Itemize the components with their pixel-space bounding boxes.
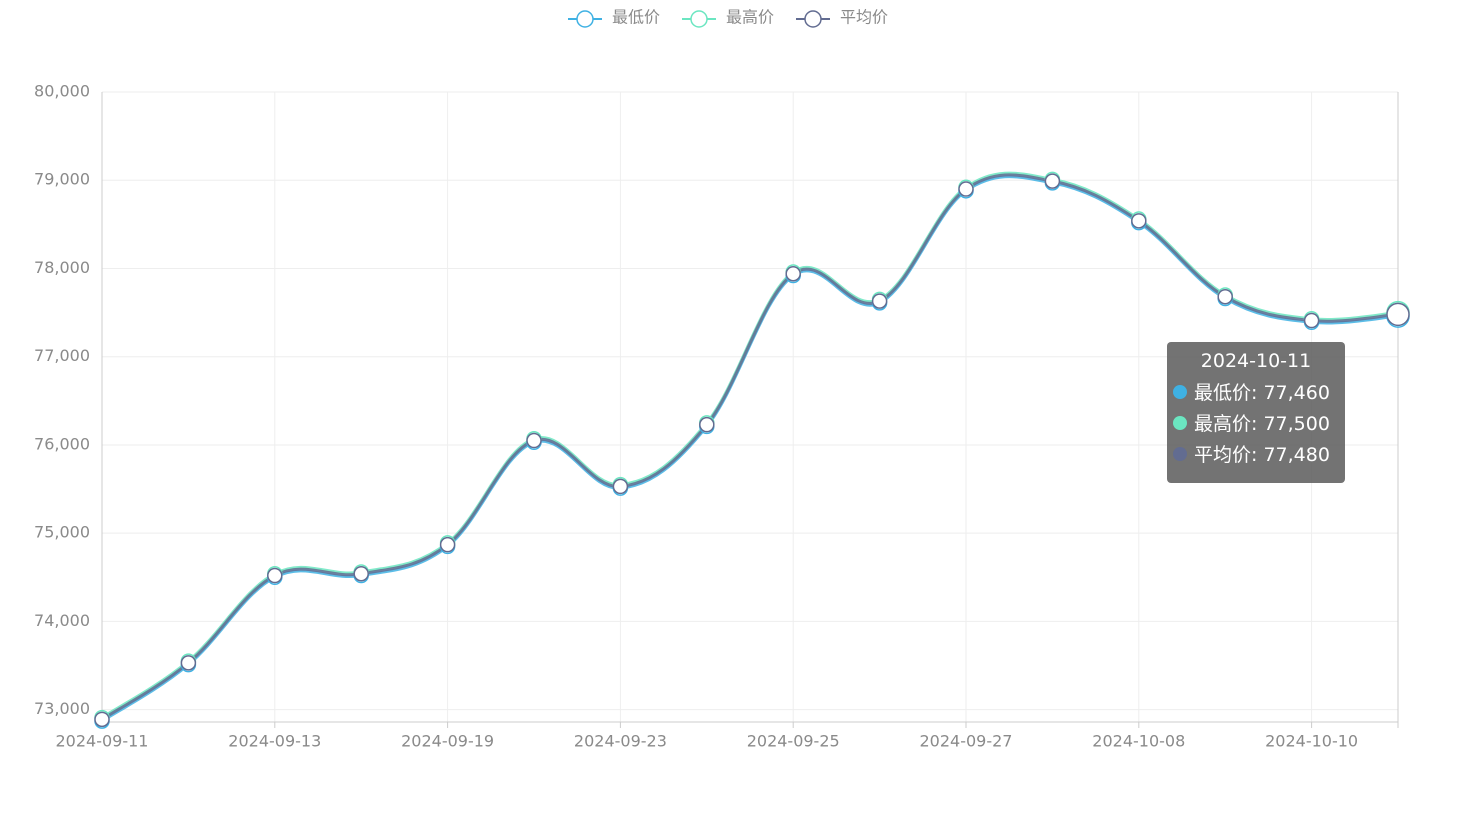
tooltip-text: 最高价: 77,500 bbox=[1194, 413, 1330, 435]
data-point bbox=[1217, 288, 1233, 305]
data-point bbox=[439, 536, 456, 553]
y-tick-label: 80,000 bbox=[34, 82, 90, 101]
legend-label: 平均价 bbox=[840, 8, 888, 27]
x-tick-label: 2024-09-19 bbox=[401, 732, 494, 751]
tooltip-dot bbox=[1173, 446, 1187, 461]
x-tick-label: 2024-09-23 bbox=[574, 732, 667, 751]
data-point bbox=[1131, 213, 1147, 229]
legend-label: 最高价 bbox=[726, 8, 774, 27]
tooltip-text: 平均价: 77,480 bbox=[1194, 444, 1330, 466]
y-tick-label: 75,000 bbox=[34, 523, 90, 542]
data-point bbox=[871, 293, 888, 309]
tooltip-title: 2024-10-11 bbox=[1200, 350, 1312, 372]
data-point bbox=[958, 181, 974, 197]
tooltip-row: 最低价: 77,460 bbox=[1173, 376, 1339, 407]
tooltip-row: 平均价: 77,480 bbox=[1173, 438, 1339, 469]
y-tick-label: 78,000 bbox=[34, 258, 90, 277]
legend-icon bbox=[804, 10, 822, 28]
y-tick-label: 74,000 bbox=[34, 611, 90, 630]
tooltip-text: 最低价: 77,460 bbox=[1194, 382, 1330, 404]
tooltip: 2024-10-11 最低价: 77,460 最高价: 77,500 平均价: 77… bbox=[1167, 342, 1345, 483]
x-tick-label: 2024-09-11 bbox=[56, 732, 149, 751]
data-point bbox=[612, 478, 629, 495]
series-line bbox=[101, 173, 1399, 721]
legend-icon bbox=[576, 10, 594, 28]
y-tick-label: 73,000 bbox=[34, 699, 90, 718]
tooltip-dot bbox=[1173, 415, 1187, 430]
data-point bbox=[180, 655, 197, 671]
data-point bbox=[267, 567, 283, 584]
data-point bbox=[94, 711, 110, 728]
data-point bbox=[785, 266, 801, 282]
tooltip-row: 最高价: 77,500 bbox=[1173, 407, 1339, 438]
data-point bbox=[1303, 312, 1320, 329]
x-tick-label: 2024-09-27 bbox=[920, 732, 1013, 751]
x-tick-label: 2024-09-13 bbox=[228, 732, 321, 751]
data-point bbox=[353, 566, 369, 582]
y-tick-label: 76,000 bbox=[34, 434, 90, 453]
legend-icon bbox=[690, 10, 708, 28]
legend-label: 最低价 bbox=[612, 8, 660, 27]
tooltip-dot bbox=[1173, 384, 1187, 399]
x-tick-label: 2024-09-25 bbox=[747, 732, 840, 751]
data-point bbox=[1386, 302, 1410, 327]
data-point bbox=[699, 416, 715, 433]
x-tick-label: 2024-10-08 bbox=[1092, 732, 1185, 751]
y-tick-label: 79,000 bbox=[34, 170, 90, 189]
data-point bbox=[1044, 173, 1061, 189]
x-tick-label: 2024-10-10 bbox=[1265, 732, 1358, 751]
data-point bbox=[526, 432, 542, 449]
y-tick-label: 77,000 bbox=[34, 346, 90, 365]
